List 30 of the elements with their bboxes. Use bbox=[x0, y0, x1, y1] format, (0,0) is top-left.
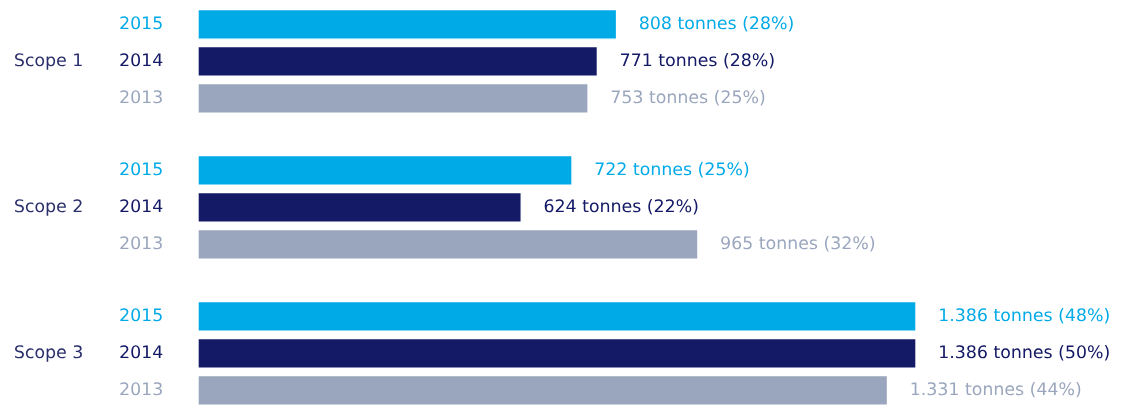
bar bbox=[198, 82, 589, 114]
text: 2015 bbox=[120, 16, 162, 30]
bar bbox=[198, 45, 599, 77]
data-label: 1.386 tonnes (50%) bbox=[940, 344, 1109, 361]
bar bbox=[198, 154, 573, 186]
bar bbox=[198, 191, 522, 223]
data-label: 808 tonnes (28%) bbox=[639, 15, 793, 32]
bar bbox=[198, 374, 889, 406]
data-label: 1.331 tonnes (44%) bbox=[911, 381, 1081, 398]
bar bbox=[198, 337, 916, 369]
text: 2013 bbox=[120, 382, 162, 396]
data-label: 1.386 tonnes (48%) bbox=[940, 307, 1109, 324]
data-label: 965 tonnes (32%) bbox=[721, 235, 875, 252]
bar bbox=[198, 8, 618, 40]
text: 2013 bbox=[120, 236, 162, 250]
data-label: 771 tonnes (28%) bbox=[621, 52, 774, 69]
y-tick-label: Scope 1 bbox=[15, 53, 82, 70]
text: 2013 bbox=[120, 90, 162, 104]
data-label: 624 tonnes (22%) bbox=[544, 198, 698, 215]
text: 2014 bbox=[120, 199, 163, 213]
text: 2014 bbox=[120, 345, 163, 359]
text: 2014 bbox=[120, 53, 163, 67]
y-tick-label: Scope 2 bbox=[15, 199, 82, 216]
text: 2015 bbox=[120, 162, 162, 176]
bar bbox=[198, 228, 699, 260]
data-label: 722 tonnes (25%) bbox=[595, 161, 749, 178]
y-tick-label: Scope 3 bbox=[15, 345, 82, 362]
data-label: 753 tonnes (25%) bbox=[611, 89, 765, 106]
text: 2015 bbox=[120, 308, 162, 322]
bar bbox=[198, 300, 916, 332]
